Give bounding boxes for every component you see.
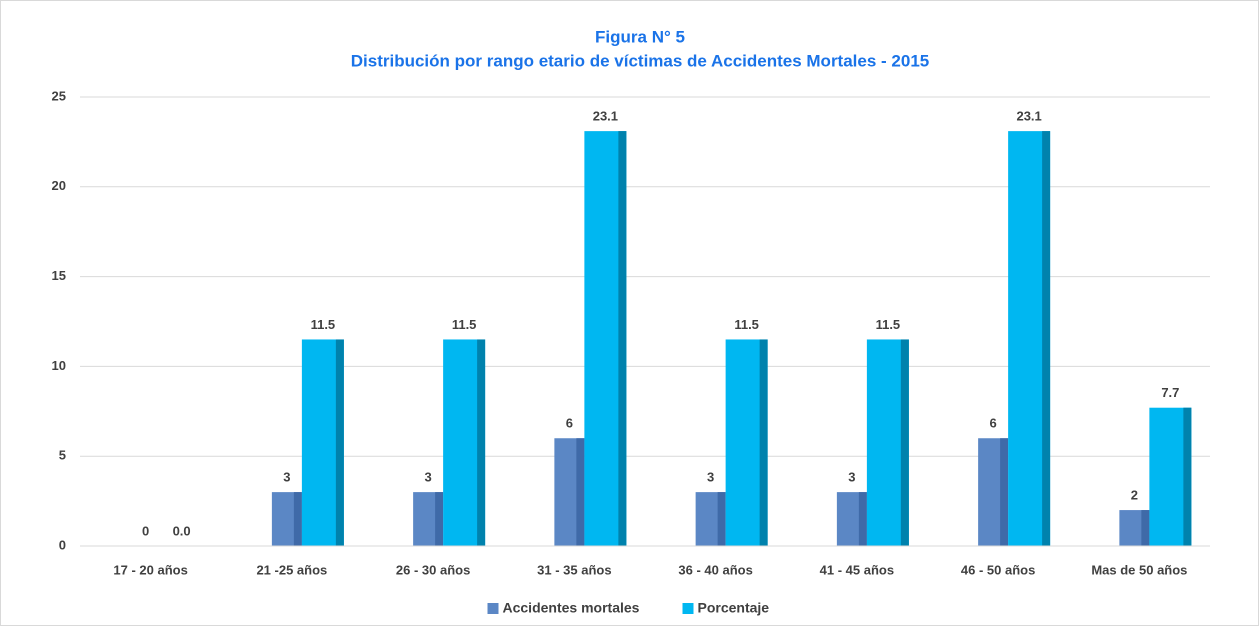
y-tick-label: 10 xyxy=(52,358,66,373)
legend-label: Porcentaje xyxy=(698,600,770,616)
value-label: 3 xyxy=(707,470,714,485)
y-tick-label: 20 xyxy=(52,178,66,193)
bar xyxy=(695,492,726,546)
legend-swatch xyxy=(487,603,499,614)
bar-side xyxy=(293,492,302,546)
y-tick-label: 0 xyxy=(59,537,66,552)
bar-side xyxy=(1141,510,1150,546)
bar xyxy=(584,131,627,546)
value-label: 3 xyxy=(848,470,855,485)
x-tick-label: 46 - 50 años xyxy=(961,562,1035,577)
bar xyxy=(978,438,1009,546)
bar-side xyxy=(335,339,344,546)
x-tick-label: 26 - 30 años xyxy=(396,562,470,577)
legend-label: Accidentes mortales xyxy=(503,600,640,616)
chart-subtitle: Distribución por rango etario de víctima… xyxy=(351,51,929,70)
bar xyxy=(1008,131,1051,546)
value-label: 11.5 xyxy=(876,317,901,332)
y-tick-label: 5 xyxy=(59,448,66,463)
bar-side xyxy=(576,438,585,546)
value-label: 6 xyxy=(566,416,573,431)
x-tick-label: 31 - 35 años xyxy=(537,562,611,577)
bar-side xyxy=(1183,407,1192,546)
value-label: 11.5 xyxy=(452,317,477,332)
bar xyxy=(1119,510,1150,546)
bar-side xyxy=(1042,131,1051,546)
bar xyxy=(271,492,302,546)
x-tick-label: 36 - 40 años xyxy=(678,562,752,577)
bar xyxy=(443,339,486,546)
value-label: 2 xyxy=(1131,488,1138,503)
value-label: 3 xyxy=(283,470,290,485)
bar-side xyxy=(717,492,726,546)
y-tick-label: 25 xyxy=(52,88,66,103)
chart-title: Figura N° 5 xyxy=(595,27,685,46)
bar-side xyxy=(618,131,627,546)
x-tick-label: 21 -25 años xyxy=(256,562,327,577)
y-tick-label: 15 xyxy=(52,268,66,283)
value-label: 11.5 xyxy=(734,317,759,332)
bar-side xyxy=(477,339,486,546)
x-tick-label: 41 - 45 años xyxy=(820,562,894,577)
legend-swatch xyxy=(682,603,694,614)
bar-side xyxy=(759,339,768,546)
bar xyxy=(866,339,909,546)
bar-side xyxy=(435,492,444,546)
value-label: 11.5 xyxy=(311,317,336,332)
bar xyxy=(301,339,344,546)
bar xyxy=(1149,407,1192,546)
bar-side xyxy=(858,492,867,546)
bar-side xyxy=(900,339,909,546)
value-label: 3 xyxy=(425,470,432,485)
value-label: 0 xyxy=(142,523,149,538)
value-label: 7.7 xyxy=(1161,385,1179,400)
bar xyxy=(554,438,585,546)
x-tick-label: 17 - 20 años xyxy=(113,562,187,577)
bar xyxy=(413,492,444,546)
value-label: 0.0 xyxy=(173,523,191,538)
x-tick-label: Mas de 50 años xyxy=(1091,562,1187,577)
bar xyxy=(725,339,768,546)
value-label: 6 xyxy=(990,416,997,431)
bar xyxy=(836,492,867,546)
value-label: 23.1 xyxy=(593,109,618,124)
value-label: 23.1 xyxy=(1016,109,1041,124)
bar-side xyxy=(1000,438,1009,546)
